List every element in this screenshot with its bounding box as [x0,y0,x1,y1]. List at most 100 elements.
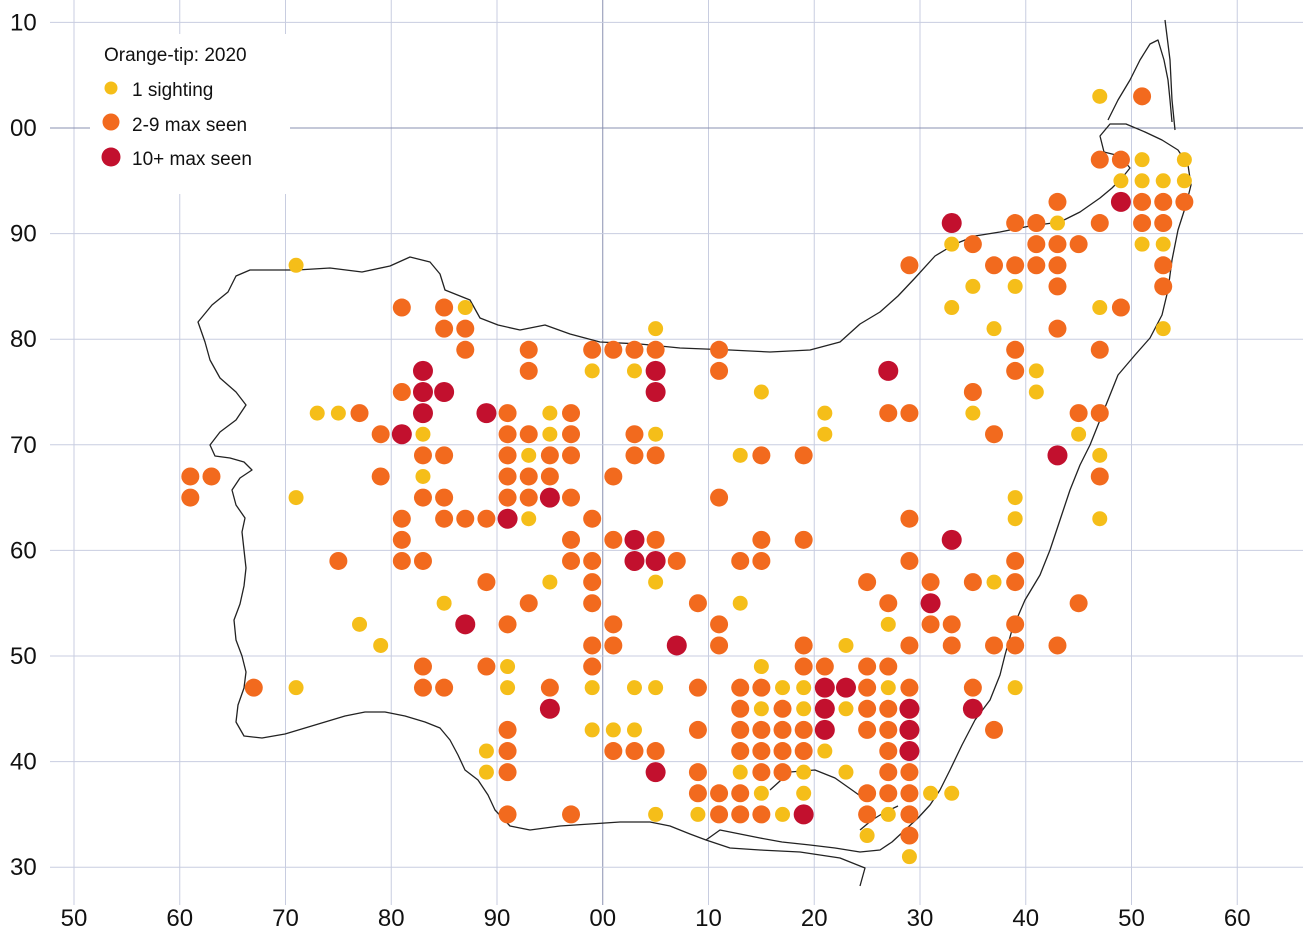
sighting-dot-1 [796,701,812,717]
sighting-dot-2-9 [540,467,559,486]
sighting-dot-1 [1134,236,1150,252]
sighting-dot-2-9 [794,530,813,549]
sighting-dot-10-plus [539,698,560,719]
sighting-dot-2-9 [773,699,792,718]
sighting-dot-1 [648,574,664,590]
sighting-dot-2-9 [900,763,919,782]
sighting-dot-2-9 [858,678,877,697]
sighting-dot-2-9 [963,235,982,254]
sighting-dot-10-plus [941,213,962,234]
y-tick-label: 70 [10,432,37,459]
sighting-dot-1 [880,616,896,632]
x-tick-label: 50 [1118,905,1145,932]
sighting-dot-2-9 [244,678,263,697]
sighting-dot-2-9 [519,340,538,359]
sighting-dot-1 [542,574,558,590]
sighting-dot-2-9 [985,720,1004,739]
sighting-dot-2-9 [985,256,1004,275]
legend: Orange-tip: 2020 1 sighting 2-9 max seen… [101,45,252,170]
sighting-dot-2-9 [1048,192,1067,211]
sighting-dot-1 [965,278,981,294]
sighting-dot-1 [436,595,452,611]
x-tick-label: 10 [695,905,722,932]
sighting-dot-2-9 [1027,256,1046,275]
sighting-dot-1 [478,764,494,780]
sighting-dot-10-plus [497,508,518,529]
sighting-dot-2-9 [858,573,877,592]
sighting-dot-2-9 [1133,87,1152,106]
sighting-dot-1 [796,764,812,780]
sighting-dot-1 [648,806,664,822]
sighting-dot-1 [817,743,833,759]
sighting-dot-1 [648,321,664,337]
sighting-dot-1 [415,426,431,442]
sighting-dot-2-9 [583,509,602,528]
sighting-dot-2-9 [371,425,390,444]
sighting-dot-2-9 [773,742,792,761]
sighting-dot-2-9 [625,425,644,444]
sighting-dot-2-9 [604,636,623,655]
sighting-dot-2-9 [646,446,665,465]
sighting-dot-1 [753,785,769,801]
sighting-dot-10-plus [412,403,433,424]
sighting-dot-2-9 [435,488,454,507]
sighting-dot-2-9 [667,551,686,570]
y-tick-label: 50 [10,643,37,670]
sighting-dot-2-9 [583,340,602,359]
sighting-dot-2-9 [879,784,898,803]
sighting-dot-1 [1049,215,1065,231]
sighting-dot-2-9 [498,615,517,634]
sighting-dot-2-9 [688,720,707,739]
sighting-dot-2-9 [1154,256,1173,275]
sighting-dot-2-9 [900,784,919,803]
county-outline [197,19,1192,887]
sighting-dot-1 [288,490,304,506]
sighting-dot-1 [1007,680,1023,696]
sighting-dot-1 [626,363,642,379]
sighting-dot-1 [1092,447,1108,463]
sighting-dot-2-9 [1048,256,1067,275]
sighting-dot-1 [1155,321,1171,337]
sighting-dot-1 [521,511,537,527]
sighting-dot-1 [1028,363,1044,379]
sighting-dot-2-9 [519,361,538,380]
sighting-dot-1 [775,680,791,696]
sighting-dot-1 [753,659,769,675]
sighting-dot-2-9 [752,446,771,465]
sighting-dot-2-9 [688,784,707,803]
sighting-dot-2-9 [562,425,581,444]
sighting-dot-2-9 [985,636,1004,655]
sighting-dot-1 [944,236,960,252]
sighting-dot-2-9 [710,488,729,507]
sighting-dot-2-9 [710,340,729,359]
sighting-dot-2-9 [900,636,919,655]
sighting-dot-2-9 [963,383,982,401]
sighting-dot-10-plus [455,614,476,635]
sighting-dot-2-9 [1069,235,1088,254]
sighting-dot-2-9 [562,530,581,549]
sighting-dot-2-9 [498,446,517,465]
sighting-dot-2-9 [900,509,919,528]
sighting-dot-2-9 [942,615,961,634]
sighting-dot-1 [732,595,748,611]
sighting-dot-1 [1007,490,1023,506]
sighting-dot-2-9 [1090,340,1109,359]
sighting-dot-2-9 [604,615,623,634]
sighting-dot-10-plus [878,360,899,381]
sighting-dot-10-plus [539,487,560,508]
sighting-dot-2-9 [1090,150,1109,169]
sighting-dot-2-9 [498,763,517,782]
sighting-dot-2-9 [688,678,707,697]
sighting-dot-1 [1092,511,1108,527]
sighting-dot-1 [775,806,791,822]
sighting-dot-2-9 [794,657,813,676]
sighting-dot-1 [584,363,600,379]
sighting-dot-2-9 [371,467,390,486]
sighting-dot-1 [605,722,621,738]
sighting-dot-10-plus [899,719,920,740]
sighting-dot-1 [521,447,537,463]
sighting-dot-2-9 [710,636,729,655]
sighting-dot-1 [838,637,854,653]
sighting-dot-10-plus [645,382,666,402]
x-tick-label: 60 [1224,905,1251,932]
